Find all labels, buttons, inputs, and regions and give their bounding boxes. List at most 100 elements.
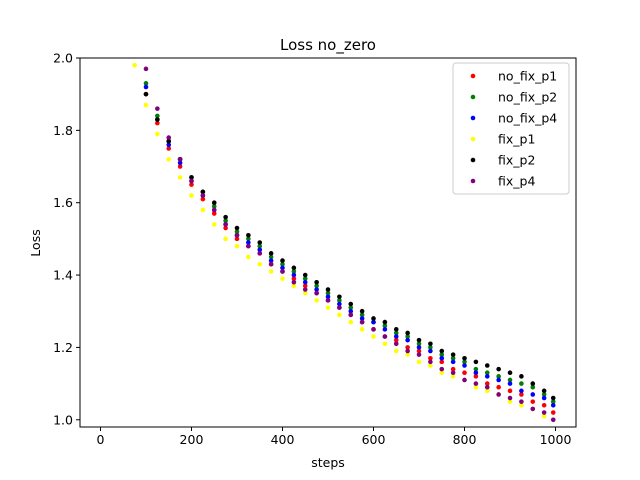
data-point-no_fix_p4 bbox=[314, 287, 319, 292]
data-point-no_fix_p1 bbox=[405, 345, 410, 350]
legend-label-no_fix_p4: no_fix_p4 bbox=[498, 111, 557, 126]
data-point-fix_p4 bbox=[143, 66, 149, 72]
data-point-no_fix_p4 bbox=[371, 319, 376, 325]
x-tick-label: 800 bbox=[453, 432, 477, 447]
data-point-no_fix_p4 bbox=[484, 374, 490, 379]
data-point-fix_p1 bbox=[291, 283, 297, 289]
data-point-fix_p1 bbox=[268, 269, 274, 274]
data-point-no_fix_p4 bbox=[382, 327, 388, 332]
data-point-no_fix_p2 bbox=[143, 81, 149, 86]
data-point-fix_p2 bbox=[155, 117, 160, 122]
data-point-no_fix_p2 bbox=[234, 229, 240, 234]
data-point-no_fix_p4 bbox=[541, 395, 547, 401]
data-point-fix_p1 bbox=[484, 388, 490, 394]
data-point-fix_p1 bbox=[302, 290, 308, 296]
data-point-fix_p2 bbox=[405, 330, 410, 336]
data-point-no_fix_p2 bbox=[428, 345, 433, 350]
x-tick-label: 600 bbox=[362, 432, 386, 447]
data-point-fix_p4 bbox=[541, 410, 547, 415]
data-point-fix_p4 bbox=[257, 251, 263, 256]
data-point-no_fix_p4 bbox=[325, 294, 331, 300]
y-tick-label: 1.2 bbox=[53, 340, 73, 355]
data-point-no_fix_p1 bbox=[211, 211, 217, 216]
data-point-fix_p2 bbox=[393, 327, 399, 332]
data-point-fix_p2 bbox=[428, 341, 433, 347]
data-point-fix_p4 bbox=[348, 312, 354, 318]
data-point-no_fix_p2 bbox=[405, 334, 410, 339]
data-point-no_fix_p2 bbox=[450, 355, 456, 361]
data-point-no_fix_p2 bbox=[550, 399, 556, 404]
data-point-fix_p1 bbox=[257, 261, 263, 267]
data-point-no_fix_p1 bbox=[519, 392, 524, 397]
data-point-fix_p1 bbox=[337, 312, 342, 318]
data-point-fix_p2 bbox=[484, 363, 490, 368]
series-fix_p2 bbox=[143, 91, 556, 401]
data-point-fix_p4 bbox=[550, 417, 556, 423]
data-point-fix_p2 bbox=[371, 316, 376, 321]
data-point-fix_p1 bbox=[371, 334, 376, 339]
data-point-no_fix_p4 bbox=[462, 363, 467, 368]
data-point-fix_p2 bbox=[211, 200, 217, 206]
y-tick-label: 1.6 bbox=[53, 195, 73, 210]
data-point-no_fix_p4 bbox=[473, 370, 479, 376]
data-point-fix_p4 bbox=[155, 106, 160, 111]
data-point-no_fix_p2 bbox=[484, 370, 490, 376]
data-point-fix_p2 bbox=[462, 355, 467, 361]
data-point-no_fix_p1 bbox=[507, 388, 513, 394]
data-point-fix_p1 bbox=[200, 207, 206, 213]
legend-marker-no_fix_p1 bbox=[470, 73, 476, 79]
series-fix_p4 bbox=[143, 66, 556, 423]
data-point-fix_p2 bbox=[541, 388, 547, 394]
data-point-no_fix_p2 bbox=[462, 359, 467, 365]
data-point-fix_p4 bbox=[462, 377, 467, 383]
data-point-fix_p2 bbox=[268, 251, 274, 256]
data-point-fix_p2 bbox=[234, 225, 240, 231]
data-point-no_fix_p2 bbox=[314, 283, 319, 289]
data-point-no_fix_p4 bbox=[359, 316, 365, 321]
data-point-no_fix_p2 bbox=[519, 381, 524, 386]
data-point-no_fix_p1 bbox=[393, 337, 399, 343]
data-point-no_fix_p4 bbox=[530, 392, 536, 397]
data-point-fix_p1 bbox=[166, 156, 172, 162]
data-point-fix_p4 bbox=[405, 348, 410, 354]
data-point-fix_p4 bbox=[166, 135, 172, 140]
data-point-no_fix_p2 bbox=[530, 384, 536, 390]
y-tick-label: 1.8 bbox=[53, 123, 73, 138]
data-point-fix_p2 bbox=[496, 366, 501, 372]
data-point-fix_p4 bbox=[416, 352, 422, 357]
data-point-no_fix_p1 bbox=[416, 348, 422, 354]
data-point-no_fix_p1 bbox=[473, 374, 479, 379]
x-axis: 0 200 400 600 800 1000 bbox=[97, 427, 571, 447]
data-point-fix_p2 bbox=[416, 337, 422, 343]
data-point-fix_p4 bbox=[200, 193, 206, 198]
data-point-fix_p4 bbox=[177, 156, 183, 162]
data-point-no_fix_p4 bbox=[428, 348, 433, 354]
legend: no_fix_p1 no_fix_p2 no_fix_p4 fix_p1 fix_p2f… bbox=[452, 62, 570, 195]
data-point-fix_p1 bbox=[359, 327, 365, 332]
data-point-fix_p4 bbox=[484, 384, 490, 390]
data-point-no_fix_p1 bbox=[541, 402, 547, 408]
plot-frame bbox=[79, 57, 577, 428]
data-point-fix_p1 bbox=[507, 399, 513, 404]
data-point-fix_p2 bbox=[519, 374, 524, 379]
data-point-no_fix_p1 bbox=[200, 196, 206, 202]
data-point-no_fix_p4 bbox=[302, 279, 308, 285]
data-point-fix_p4 bbox=[530, 406, 536, 412]
data-point-fix_p4 bbox=[337, 305, 342, 310]
data-point-fix_p4 bbox=[223, 222, 228, 227]
data-point-no_fix_p1 bbox=[450, 366, 456, 372]
data-point-fix_p4 bbox=[211, 207, 217, 213]
data-point-fix_p1 bbox=[439, 370, 445, 376]
data-point-fix_p2 bbox=[200, 189, 206, 195]
data-point-no_fix_p4 bbox=[246, 240, 251, 245]
data-point-fix_p2 bbox=[166, 138, 172, 144]
data-point-no_fix_p2 bbox=[439, 352, 445, 357]
data-point-no_fix_p4 bbox=[393, 334, 399, 339]
y-tick-label: 1.0 bbox=[53, 412, 73, 427]
data-point-no_fix_p2 bbox=[325, 290, 331, 296]
data-point-no_fix_p2 bbox=[302, 276, 308, 281]
data-point-fix_p2 bbox=[314, 279, 319, 285]
x-tick-label: 0 bbox=[97, 432, 105, 447]
data-point-fix_p1 bbox=[348, 319, 354, 325]
data-point-fix_p4 bbox=[507, 395, 513, 401]
